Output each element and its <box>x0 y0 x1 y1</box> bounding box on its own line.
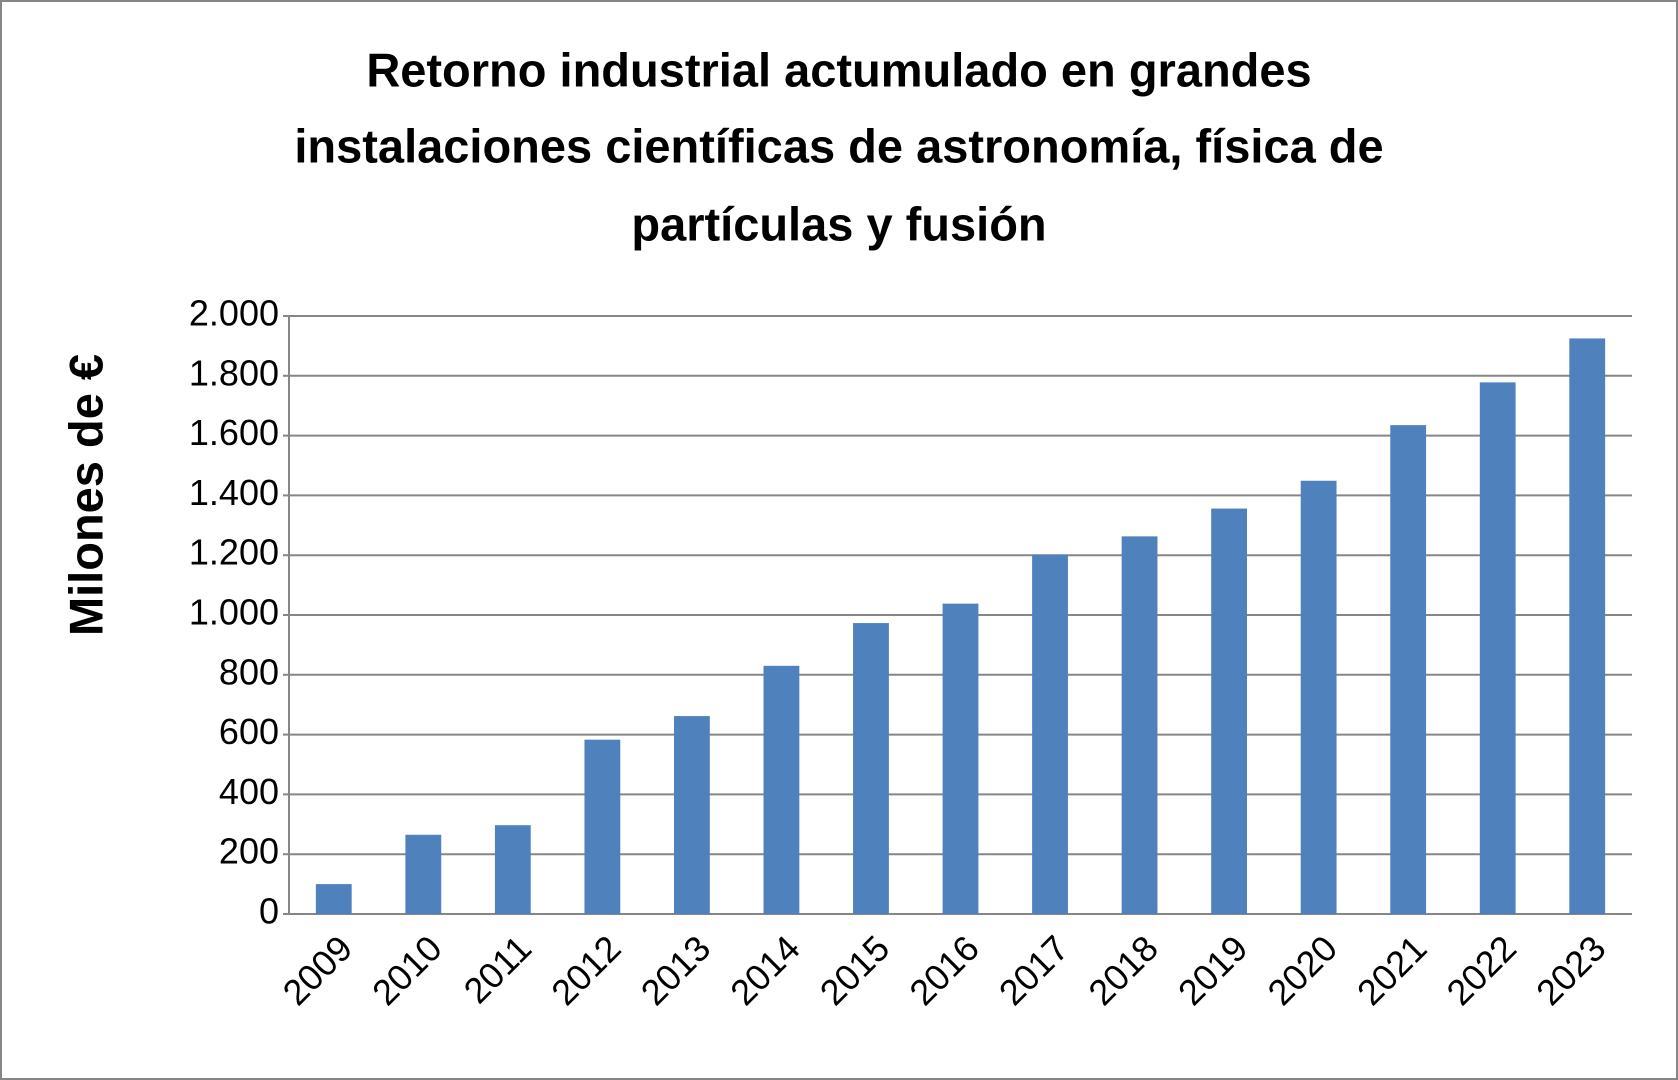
y-tick-label: 800 <box>219 651 279 692</box>
y-tick-label: 1.200 <box>189 532 279 573</box>
bar <box>584 739 621 914</box>
chart-title: partículas y fusión <box>631 197 1046 250</box>
bar <box>1569 338 1606 914</box>
chart-title: instalaciones científicas de astronomía,… <box>294 119 1383 172</box>
bar <box>942 603 979 914</box>
y-tick-label: 1.800 <box>189 352 279 393</box>
bar <box>853 623 889 914</box>
bar <box>315 884 352 914</box>
y-tick-label: 0 <box>259 891 279 932</box>
bar <box>1121 536 1158 914</box>
chart-title: Retorno industrial actumulado en grandes <box>366 43 1311 96</box>
bar <box>1479 382 1516 914</box>
bar <box>1211 508 1248 914</box>
bar <box>1300 480 1337 914</box>
bar <box>673 716 710 914</box>
y-axis-label: Milones de € <box>59 354 112 636</box>
y-tick-label: 600 <box>219 711 279 752</box>
y-tick-label: 1.000 <box>189 592 279 633</box>
bar <box>763 665 800 914</box>
y-tick-label: 400 <box>219 771 279 812</box>
y-tick-label: 1.400 <box>189 472 279 513</box>
bar <box>405 834 442 914</box>
y-tick-label: 200 <box>219 831 279 872</box>
y-tick-label: 1.600 <box>189 412 279 453</box>
bar <box>494 825 531 914</box>
bar <box>1390 425 1427 914</box>
bar <box>1032 554 1068 914</box>
y-tick-label: 2.000 <box>189 293 279 334</box>
